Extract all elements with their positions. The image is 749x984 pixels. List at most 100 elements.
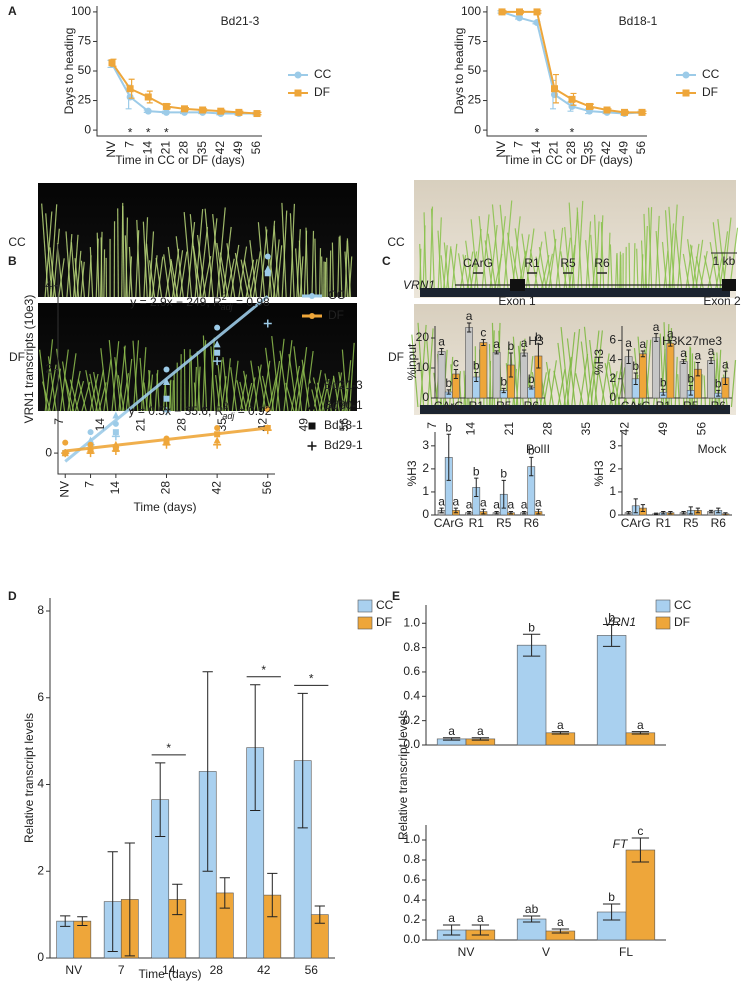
group-letter: a <box>448 724 455 738</box>
marker <box>533 8 541 16</box>
plant-leaf <box>172 380 174 412</box>
marker <box>263 426 272 435</box>
plant-leaf <box>77 379 87 412</box>
group-letter: a <box>508 498 515 512</box>
plant-leaf <box>52 368 62 412</box>
plant-leaf <box>240 259 249 298</box>
significance: * <box>535 125 540 139</box>
y-tick-label: 2 <box>37 863 44 877</box>
x-tick-label: NV <box>65 963 82 977</box>
error-bar <box>60 915 71 927</box>
plant-leaf <box>219 252 229 298</box>
marker <box>163 366 170 373</box>
marker <box>638 108 646 116</box>
x-tick-label: 21 <box>159 141 173 155</box>
significance: * <box>164 125 169 139</box>
plant-leaf <box>341 349 348 412</box>
error-bar <box>442 737 461 741</box>
group-letter: c <box>453 356 459 370</box>
legend-marker <box>309 293 315 299</box>
axis <box>49 598 335 959</box>
plant-leaf <box>337 236 340 298</box>
panel-label: E <box>392 589 400 603</box>
plant-leaf <box>259 229 268 298</box>
plant-leaf <box>222 226 232 298</box>
group-letter: b <box>445 420 452 434</box>
x-tick-label: R1 <box>469 516 485 530</box>
gene-region: R5 <box>560 256 576 270</box>
marker <box>294 71 302 79</box>
plant-leaf <box>123 346 131 412</box>
photo-tick-label: 56 <box>337 418 351 432</box>
y-tick-label: 10 <box>416 360 430 374</box>
plant-leaf <box>103 359 112 412</box>
y-tick-label: 0.8 <box>403 640 420 654</box>
y-axis-label: Relative transcript levels <box>396 710 410 840</box>
plant-leaf <box>212 214 222 298</box>
bar <box>465 327 473 399</box>
error-bar <box>695 507 701 514</box>
y-tick-label: 0 <box>422 507 429 521</box>
marker <box>87 429 94 436</box>
plant-leaf <box>103 249 106 298</box>
marker <box>214 324 221 331</box>
plant-leaf <box>243 260 253 298</box>
x-tick-label: 28 <box>564 141 578 155</box>
error-bar <box>631 731 650 735</box>
plant-leaf <box>560 326 570 408</box>
plant-leaf <box>571 211 579 291</box>
error-bar <box>626 511 631 515</box>
error-bar <box>508 511 514 515</box>
legend-label: CC <box>702 67 720 81</box>
y-tick-label: 0 <box>609 507 616 521</box>
plant-leaf <box>321 256 323 298</box>
marker <box>162 407 171 416</box>
gene-name: VRN1 <box>403 278 435 292</box>
y-tick-label: 4 <box>45 278 52 292</box>
plant-leaf <box>194 366 197 412</box>
plant-leaf <box>290 365 300 412</box>
significance: * <box>261 663 266 677</box>
marker <box>603 106 611 114</box>
x-tick-label: R5 <box>683 516 699 530</box>
x-tick-label: 42 <box>599 141 613 155</box>
plant-leaf <box>564 226 572 291</box>
error-bar <box>681 359 686 364</box>
plant-leaf <box>111 341 120 412</box>
error-bar <box>155 762 166 838</box>
plant-leaf <box>643 213 648 291</box>
marker <box>516 8 523 16</box>
x-tick-label: R6 <box>711 516 727 530</box>
marker <box>235 108 243 116</box>
plant-leaf <box>283 340 293 412</box>
plant-leaf <box>685 245 693 291</box>
error-bar <box>708 357 714 364</box>
group-letter: b <box>500 375 507 389</box>
plant-leaf <box>136 219 141 298</box>
photo <box>414 180 736 298</box>
exon-label: Exon 1 <box>498 294 536 308</box>
plant-leaf <box>677 374 681 408</box>
equation-tail: = 0.98 <box>233 295 270 309</box>
legend-swatch <box>655 599 671 613</box>
plant-leaf <box>175 236 184 298</box>
error-bar <box>522 633 541 657</box>
error-bar <box>640 350 646 358</box>
plant-leaf <box>674 356 678 408</box>
plant-leaf <box>608 362 617 408</box>
plant-leaf <box>699 251 708 291</box>
plant-leaf <box>265 226 273 298</box>
plant-leaf <box>600 353 610 408</box>
plant-leaf <box>117 208 119 298</box>
y-tick-label: 100 <box>461 4 481 18</box>
legend-label: Bd29-1 <box>324 438 363 452</box>
exon <box>510 279 525 291</box>
x-tick-label: 49 <box>231 141 245 155</box>
x-tick-label: 21 <box>547 141 561 155</box>
error-bar <box>124 842 135 957</box>
marker <box>264 270 271 277</box>
plant-leaf <box>139 357 145 412</box>
plant-leaf <box>555 227 564 291</box>
bar <box>479 342 488 399</box>
